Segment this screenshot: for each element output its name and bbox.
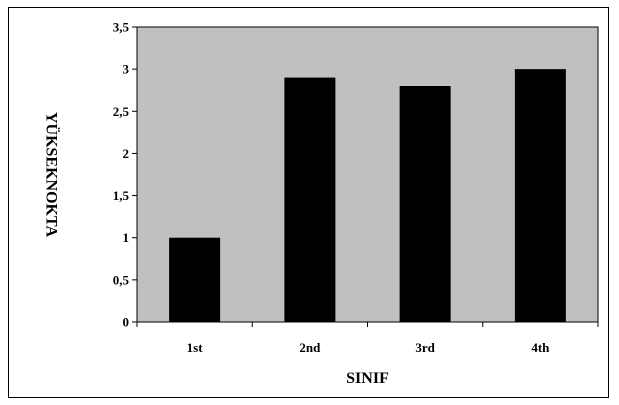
x-tick-label: 3rd [415, 340, 435, 355]
y-tick-label: 1 [123, 230, 130, 245]
y-tick-label: 3,5 [113, 20, 130, 35]
y-tick-label: 2,5 [113, 104, 130, 119]
bar-1st [169, 237, 221, 322]
y-tick-label: 0 [123, 315, 130, 330]
axes-group [132, 26, 599, 327]
x-tick-labels: 1st 2nd 3rd 4th [187, 340, 550, 355]
y-tick-label: 2 [123, 146, 130, 161]
bars-group [169, 69, 566, 323]
y-axis-title: YÜKSEKNOKTA [42, 112, 60, 238]
x-tick-label: 2nd [299, 340, 321, 355]
y-tick-label: 1,5 [113, 188, 130, 203]
x-tick-label: 4th [531, 340, 550, 355]
x-axis-title: SINIF [346, 370, 389, 387]
y-tick-labels: 0 0,5 1 1,5 2 2,5 3 3,5 [113, 20, 130, 330]
bar-4th [514, 69, 566, 323]
y-tick-label: 3 [123, 62, 130, 77]
bar-3rd [399, 86, 451, 322]
x-tick-label: 1st [187, 340, 204, 355]
bar-2nd [284, 77, 336, 322]
y-tick-label: 0,5 [113, 272, 130, 287]
